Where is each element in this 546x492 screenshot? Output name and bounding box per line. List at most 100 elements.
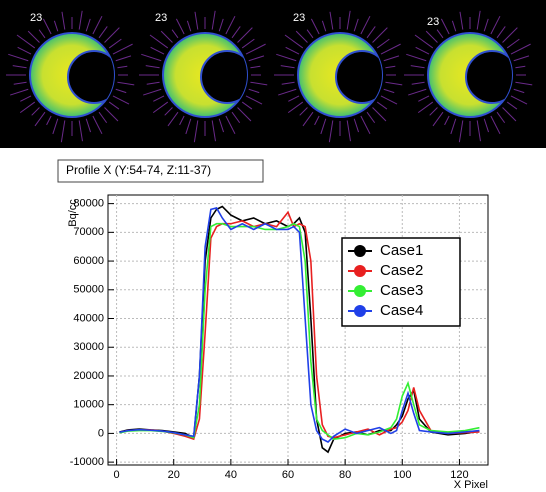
streak	[171, 29, 179, 39]
streak	[117, 65, 128, 69]
legend-marker	[354, 245, 366, 257]
streak	[490, 115, 501, 135]
streak	[12, 65, 27, 69]
streak	[248, 55, 265, 62]
streak	[360, 15, 371, 35]
streak	[194, 11, 199, 30]
streak	[245, 95, 263, 105]
streak	[376, 38, 390, 49]
streak	[85, 118, 92, 133]
streak	[115, 88, 127, 94]
legend-label: Case1	[380, 242, 423, 259]
streak	[92, 115, 103, 135]
streak	[218, 18, 224, 32]
streak	[19, 101, 36, 114]
chart-title: Profile X (Y:54-74, Z:11-37)	[66, 163, 211, 177]
y-axis-label: Bq/cc	[67, 199, 79, 227]
streak	[92, 15, 103, 35]
streak	[280, 65, 295, 69]
series-line	[119, 210, 480, 441]
streak	[510, 95, 528, 105]
streak	[366, 26, 376, 39]
streak	[61, 11, 66, 30]
streak	[415, 46, 430, 55]
streak	[346, 120, 351, 142]
y-tick-label: -10000	[70, 456, 104, 468]
image-label: 23	[293, 12, 305, 24]
image-row: 23 23 23 23	[6, 10, 533, 143]
streak	[27, 30, 40, 43]
streak	[360, 115, 371, 135]
x-tick-label: 60	[282, 469, 294, 481]
streak	[152, 101, 169, 114]
streak	[185, 118, 192, 135]
streak	[179, 115, 185, 126]
streak	[115, 55, 132, 62]
streak	[432, 111, 444, 127]
x-tick-label: 80	[339, 469, 351, 481]
streak	[513, 55, 530, 62]
streak	[353, 118, 360, 133]
streak	[483, 118, 490, 133]
legend-label: Case3	[380, 282, 423, 299]
streak	[245, 43, 266, 55]
streak	[451, 20, 457, 32]
streak	[108, 38, 122, 49]
streak	[60, 120, 66, 143]
streak	[385, 81, 403, 86]
streak	[250, 81, 268, 86]
plot-area	[107, 194, 489, 466]
streak	[211, 10, 216, 30]
crescent-cut	[465, 50, 512, 104]
streak	[490, 15, 501, 35]
x-tick-label: 100	[393, 469, 411, 481]
legend-label: Case4	[380, 302, 423, 319]
streak	[287, 101, 304, 114]
y-tick-label: 0	[98, 427, 104, 439]
streak	[78, 120, 83, 142]
streak	[285, 46, 300, 55]
streak	[515, 65, 526, 69]
streak	[506, 38, 520, 49]
streak	[78, 10, 83, 30]
streak	[513, 88, 525, 94]
streak	[417, 101, 434, 114]
image-label: 23	[427, 16, 439, 28]
streak	[13, 81, 27, 85]
streak	[225, 15, 236, 35]
streak	[302, 111, 314, 127]
streak	[160, 30, 173, 43]
y-tick-label: 50000	[73, 284, 104, 296]
streak	[108, 101, 120, 110]
x-tick-label: 0	[114, 469, 120, 481]
streak	[143, 88, 162, 96]
legend-label: Case2	[380, 262, 423, 279]
streak	[237, 27, 253, 43]
legend-marker	[354, 285, 366, 297]
streak	[104, 27, 120, 43]
streak	[53, 20, 59, 32]
streak	[237, 107, 252, 122]
streak	[250, 65, 261, 69]
streak	[104, 107, 119, 122]
streak	[425, 30, 438, 43]
streak	[372, 27, 388, 43]
x-tick-label: 40	[225, 469, 237, 481]
streak	[42, 18, 52, 35]
legend-marker	[354, 265, 366, 277]
image-label: 23	[155, 12, 167, 24]
streak	[186, 20, 192, 32]
streak	[515, 81, 533, 86]
streak	[46, 115, 52, 126]
streak	[321, 20, 327, 32]
streak	[459, 11, 464, 30]
crescent-cut	[67, 50, 114, 104]
streak	[414, 34, 434, 49]
streak	[418, 95, 430, 102]
streak	[306, 29, 314, 39]
streak	[112, 43, 133, 55]
streak	[310, 18, 320, 35]
streak	[231, 111, 241, 124]
streak	[353, 18, 359, 32]
streak	[150, 46, 165, 55]
